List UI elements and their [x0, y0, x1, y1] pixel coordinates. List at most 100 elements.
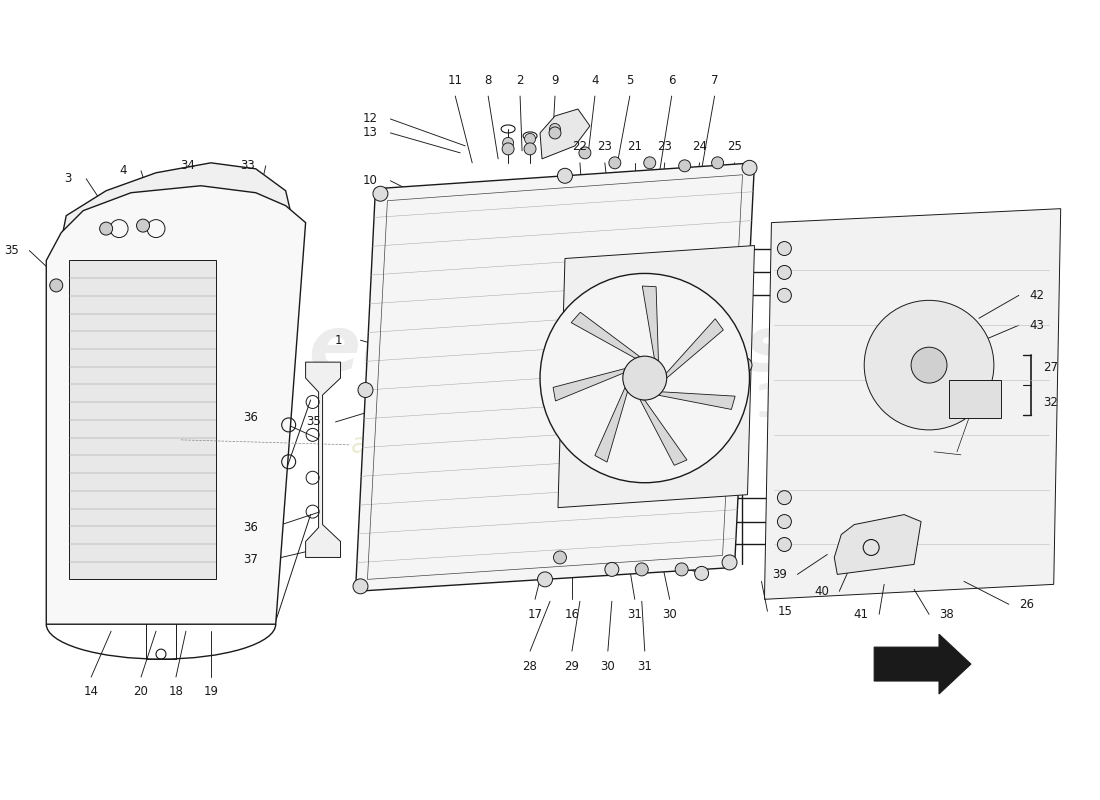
- Text: 10: 10: [363, 174, 378, 187]
- Bar: [949, 380, 1001, 418]
- Circle shape: [644, 157, 656, 169]
- Polygon shape: [558, 246, 755, 508]
- Text: 25: 25: [727, 140, 742, 154]
- Text: 30: 30: [662, 608, 678, 621]
- Text: 17: 17: [528, 608, 542, 621]
- Text: 5: 5: [626, 74, 634, 86]
- Polygon shape: [46, 186, 306, 624]
- Circle shape: [911, 347, 947, 383]
- Text: 23: 23: [658, 140, 672, 154]
- Circle shape: [100, 222, 112, 235]
- Circle shape: [675, 563, 689, 576]
- Circle shape: [549, 127, 561, 139]
- Text: 31: 31: [637, 659, 652, 673]
- Circle shape: [540, 274, 749, 482]
- Circle shape: [712, 157, 724, 169]
- Text: 26: 26: [1020, 598, 1034, 610]
- Circle shape: [778, 242, 791, 255]
- Bar: [69, 261, 216, 579]
- Text: 22: 22: [572, 140, 587, 154]
- Text: 35: 35: [306, 415, 321, 429]
- Text: 13: 13: [363, 126, 378, 139]
- Polygon shape: [764, 209, 1060, 599]
- Circle shape: [605, 562, 619, 576]
- Text: 2: 2: [516, 74, 524, 86]
- Text: 18: 18: [168, 686, 184, 698]
- Circle shape: [373, 186, 388, 201]
- Text: 31: 31: [627, 608, 642, 621]
- Polygon shape: [571, 312, 640, 358]
- Polygon shape: [834, 514, 921, 574]
- Circle shape: [636, 563, 648, 576]
- Text: 39: 39: [772, 568, 786, 581]
- Text: 41: 41: [854, 608, 869, 621]
- Polygon shape: [642, 286, 659, 361]
- Text: 6: 6: [668, 74, 675, 86]
- Circle shape: [353, 579, 369, 594]
- Text: 14: 14: [84, 686, 99, 698]
- Polygon shape: [659, 392, 735, 410]
- Polygon shape: [62, 163, 293, 290]
- Text: a passion for parts: a passion for parts: [351, 431, 609, 459]
- Text: 32: 32: [1043, 397, 1058, 410]
- Circle shape: [778, 266, 791, 279]
- Circle shape: [525, 134, 536, 144]
- Text: 38: 38: [939, 608, 955, 621]
- Text: 33: 33: [241, 159, 255, 172]
- Text: 7: 7: [711, 74, 718, 86]
- Polygon shape: [667, 318, 724, 378]
- Circle shape: [136, 219, 150, 232]
- Circle shape: [550, 123, 561, 134]
- Text: 11: 11: [448, 74, 463, 86]
- Circle shape: [538, 572, 552, 587]
- Circle shape: [737, 358, 752, 373]
- Circle shape: [524, 143, 536, 155]
- Circle shape: [742, 160, 757, 175]
- Circle shape: [503, 138, 514, 148]
- Polygon shape: [306, 362, 341, 558]
- Polygon shape: [553, 369, 625, 401]
- Circle shape: [679, 160, 691, 172]
- Circle shape: [778, 288, 791, 302]
- Text: 24: 24: [692, 140, 707, 154]
- Circle shape: [502, 143, 514, 155]
- Text: 21: 21: [627, 140, 642, 154]
- Circle shape: [778, 538, 791, 551]
- Text: 9: 9: [551, 74, 559, 86]
- Polygon shape: [640, 399, 688, 466]
- Text: 30: 30: [601, 659, 615, 673]
- Text: 43: 43: [1030, 318, 1044, 332]
- Text: eurospares: eurospares: [309, 313, 791, 387]
- Polygon shape: [874, 634, 971, 694]
- Text: 15: 15: [778, 605, 793, 618]
- Text: 29: 29: [564, 659, 580, 673]
- Circle shape: [358, 382, 373, 398]
- Polygon shape: [540, 109, 590, 159]
- Text: 19: 19: [204, 686, 219, 698]
- Text: 4: 4: [591, 74, 598, 86]
- Text: 37: 37: [243, 553, 258, 566]
- Text: 20: 20: [133, 686, 148, 698]
- Text: 28: 28: [522, 659, 538, 673]
- Text: 1085: 1085: [754, 382, 886, 427]
- Text: 8: 8: [484, 74, 492, 86]
- Circle shape: [579, 147, 591, 159]
- Text: 35: 35: [4, 244, 19, 257]
- Circle shape: [623, 356, 667, 400]
- Circle shape: [609, 157, 620, 169]
- Circle shape: [558, 168, 572, 183]
- Text: 12: 12: [363, 113, 378, 126]
- Text: 3: 3: [65, 172, 72, 186]
- Text: 42: 42: [1030, 289, 1044, 302]
- Circle shape: [50, 279, 63, 292]
- Text: 36: 36: [243, 521, 258, 534]
- Circle shape: [778, 490, 791, 505]
- Circle shape: [553, 551, 566, 564]
- Text: 36: 36: [243, 411, 258, 425]
- Circle shape: [865, 300, 994, 430]
- Text: 23: 23: [597, 140, 613, 154]
- Polygon shape: [595, 387, 627, 462]
- Text: 40: 40: [814, 585, 828, 598]
- Text: 16: 16: [564, 608, 580, 621]
- Polygon shape: [355, 163, 755, 591]
